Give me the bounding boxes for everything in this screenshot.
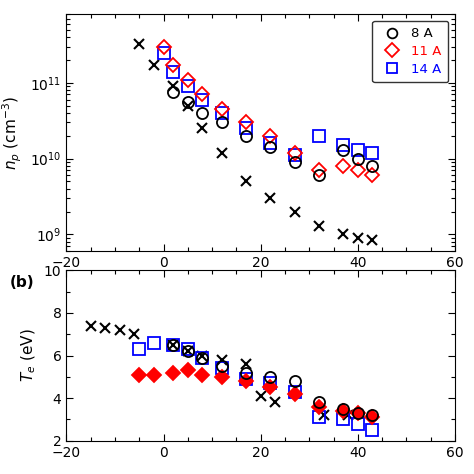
Legend: 8 A, 11 A, 14 A: 8 A, 11 A, 14 A xyxy=(372,21,448,82)
Text: (b): (b) xyxy=(9,275,34,290)
Y-axis label: $n_p\ \mathrm{(cm^{-3})}$: $n_p\ \mathrm{(cm^{-3})}$ xyxy=(1,96,25,170)
Y-axis label: $T_e\ \mathrm{(eV)}$: $T_e\ \mathrm{(eV)}$ xyxy=(20,328,38,383)
X-axis label: $z\ \mathrm{(cm)}$: $z\ \mathrm{(cm)}$ xyxy=(237,276,285,293)
